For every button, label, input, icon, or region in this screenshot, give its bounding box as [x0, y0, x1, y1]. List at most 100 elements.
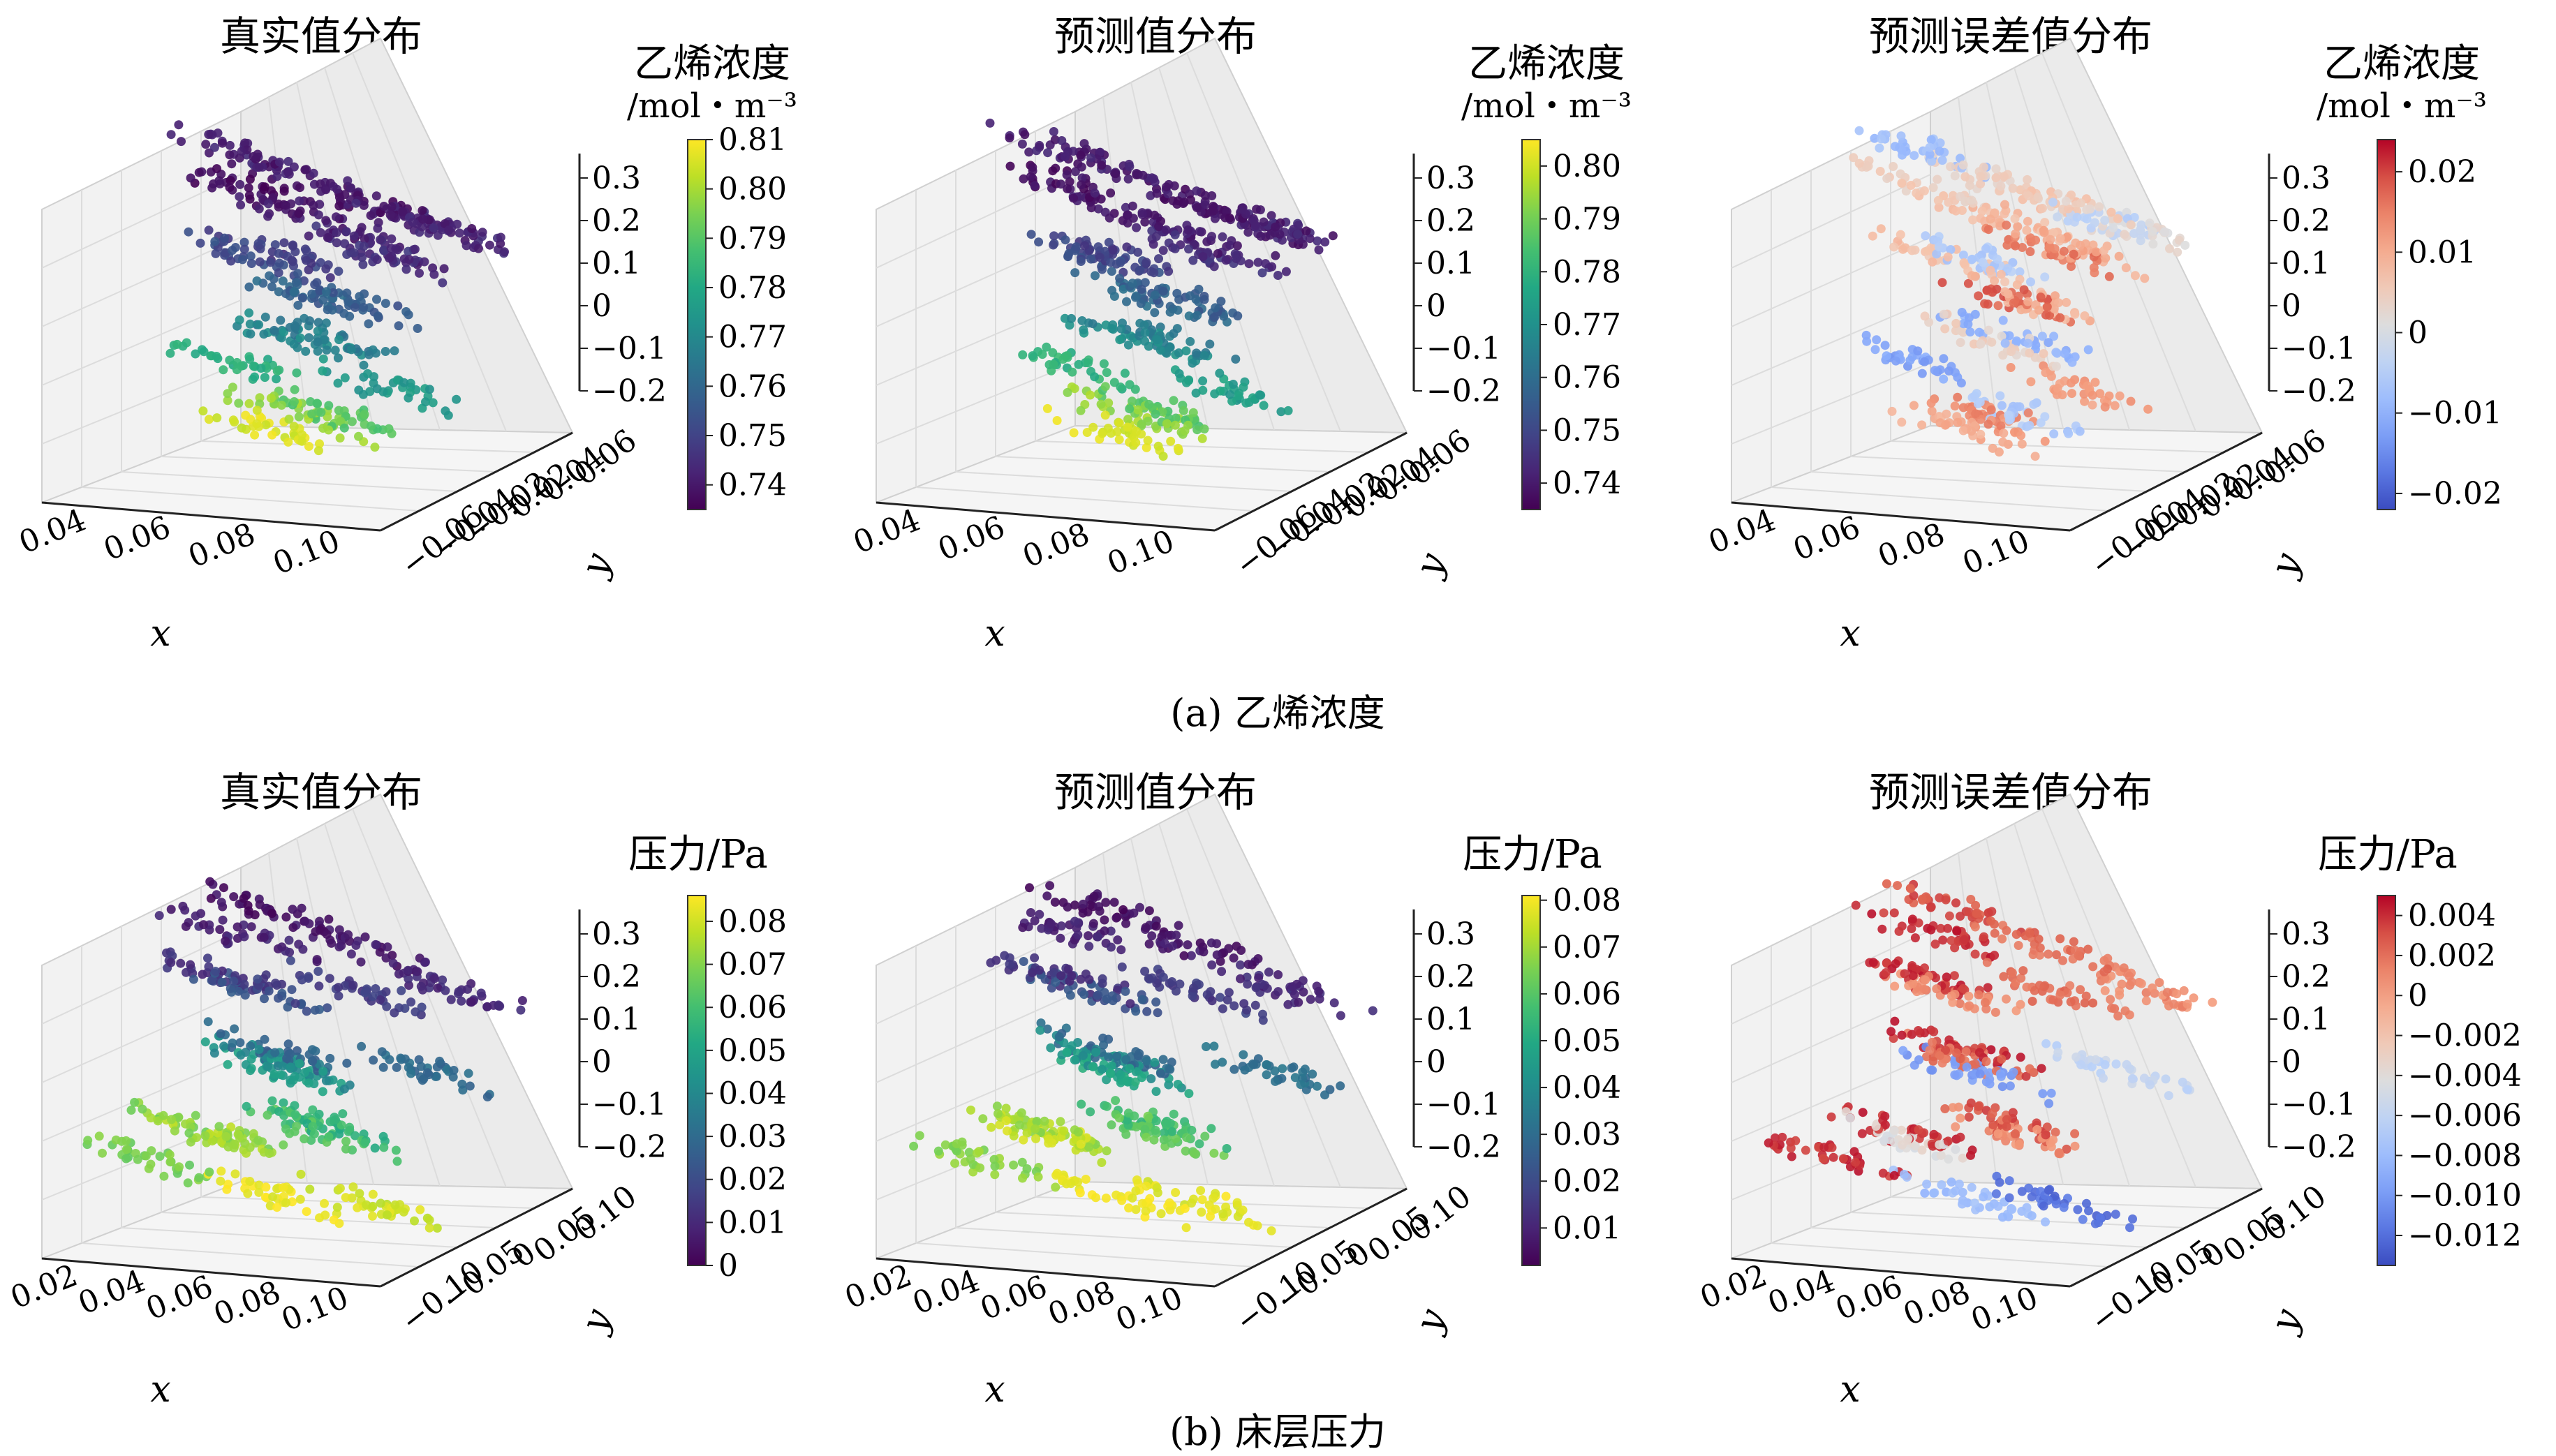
data-point — [2005, 1081, 2015, 1091]
data-point — [253, 1136, 263, 1145]
data-point — [452, 219, 462, 229]
grid-line — [352, 808, 507, 1188]
data-point — [2016, 431, 2026, 440]
colorbar-tick-label: 0.08 — [718, 904, 787, 939]
data-point — [1943, 1136, 1953, 1146]
data-point — [1033, 1172, 1043, 1182]
data-point — [293, 269, 303, 278]
data-point — [272, 1203, 282, 1212]
data-point — [1114, 418, 1124, 428]
grid-line — [876, 237, 1076, 327]
data-point — [1919, 186, 1929, 195]
data-point — [1147, 173, 1157, 183]
data-point — [318, 1067, 328, 1076]
data-point — [1131, 438, 1141, 447]
data-point — [1990, 928, 2000, 938]
data-point — [174, 120, 184, 130]
data-point — [311, 927, 320, 937]
data-point — [2014, 941, 2023, 950]
data-point — [1160, 1128, 1169, 1138]
z-tick-label: 0 — [2282, 288, 2301, 324]
data-point — [1187, 1125, 1197, 1135]
data-point — [398, 207, 408, 216]
data-point — [1112, 1052, 1122, 1061]
data-point — [1184, 1089, 1194, 1099]
data-point — [1249, 216, 1259, 225]
data-point — [1281, 267, 1291, 276]
x-tick-label: 0.02 — [1695, 1258, 1772, 1316]
data-point — [1882, 174, 1892, 184]
data-point — [1086, 390, 1095, 400]
data-point — [1921, 231, 1930, 241]
grid-line — [296, 82, 374, 429]
data-point — [1929, 1188, 1939, 1198]
data-point — [1199, 295, 1209, 304]
data-point — [205, 1167, 214, 1177]
data-point — [2004, 1193, 2014, 1203]
data-point — [2026, 377, 2036, 387]
data-point — [1172, 930, 1181, 940]
data-point — [1928, 257, 1937, 267]
data-point — [974, 1147, 984, 1157]
data-point — [340, 239, 350, 248]
data-point — [1248, 1059, 1257, 1069]
data-point — [1199, 947, 1209, 957]
data-point — [1063, 387, 1072, 397]
data-point — [165, 1150, 175, 1159]
data-point — [2044, 1099, 2054, 1108]
z-tick-label: 0.3 — [592, 916, 641, 952]
data-point — [351, 198, 361, 208]
data-point — [1062, 170, 1072, 179]
data-point — [290, 286, 300, 296]
data-point — [237, 147, 246, 156]
data-point — [397, 986, 406, 995]
z-tick-label: −0.1 — [1426, 331, 1501, 366]
data-point — [432, 1224, 442, 1233]
data-point — [1128, 1193, 1137, 1203]
data-point — [217, 966, 227, 976]
data-point — [401, 265, 411, 274]
data-point — [1976, 172, 1986, 181]
data-point — [308, 1105, 318, 1115]
data-point — [1909, 401, 1919, 410]
data-point — [166, 130, 176, 140]
data-point — [1218, 232, 1227, 242]
data-point — [252, 419, 262, 429]
data-point — [2148, 239, 2158, 249]
data-point — [2136, 236, 2145, 246]
data-point — [368, 1189, 378, 1199]
data-point — [1111, 169, 1121, 179]
colorbar-tick-label: 0.01 — [1553, 1210, 1621, 1246]
data-point — [321, 185, 331, 195]
data-point — [2048, 198, 2058, 207]
data-point — [254, 163, 264, 172]
data-point — [2034, 305, 2044, 315]
data-point — [457, 1079, 467, 1089]
data-point — [1968, 215, 1978, 225]
grid-line — [1731, 174, 1931, 269]
data-point — [1209, 1148, 1219, 1158]
data-point — [1017, 1157, 1027, 1167]
x-tick-label: 0.10 — [268, 523, 345, 582]
data-point — [1142, 1132, 1151, 1142]
data-point — [138, 1104, 147, 1114]
data-point — [1057, 136, 1067, 145]
data-point — [2048, 995, 2058, 1005]
data-point — [391, 1145, 401, 1155]
data-point — [186, 1137, 195, 1147]
data-point — [482, 1092, 492, 1101]
data-point — [1179, 406, 1188, 415]
data-point — [207, 183, 217, 193]
data-point — [2087, 1062, 2097, 1071]
data-point — [442, 1064, 452, 1074]
colorbar-label: 压力/Pa — [2318, 832, 2457, 877]
data-point — [1123, 340, 1133, 350]
data-point — [1996, 269, 2006, 279]
data-point — [2044, 338, 2053, 348]
colorbar-tick-label: 0.81 — [718, 122, 787, 158]
data-point — [376, 995, 385, 1004]
data-point — [1854, 158, 1864, 168]
data-point — [371, 191, 381, 201]
data-point — [1849, 1147, 1859, 1157]
data-point — [334, 201, 344, 211]
